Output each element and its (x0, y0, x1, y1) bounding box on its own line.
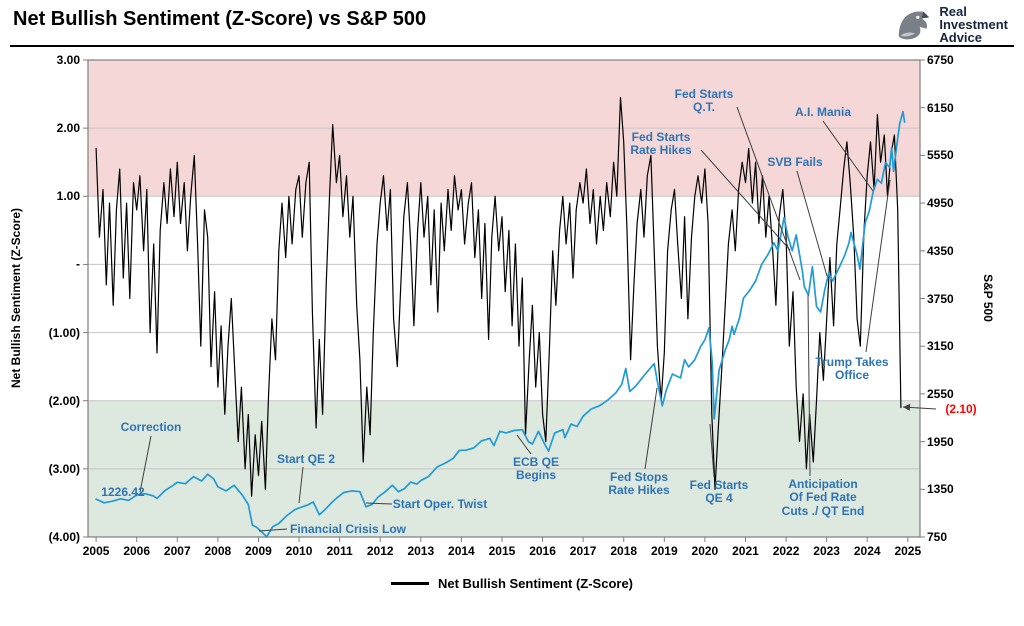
page-title: Net Bullish Sentiment (Z-Score) vs S&P 5… (13, 8, 427, 30)
legend-label: Net Bullish Sentiment (Z-Score) (437, 576, 634, 591)
annotation-leader-ecb-qe-begins (516, 434, 532, 455)
sentiment-legend-line-sample (390, 582, 429, 585)
ria-logo-text: Real Investment Advice (939, 5, 1008, 44)
title-divider (10, 45, 1014, 47)
annotation-leader-fed-starts-rate-hikes (700, 149, 791, 251)
right-axis-title: S&P 500 (981, 274, 995, 322)
legend: Net Bullish Sentiment (Z-Score) (390, 576, 634, 591)
annotation-leader-ai-mania (822, 120, 874, 192)
annotation-leader-start-oper-twist (365, 502, 393, 505)
left-axis-title: Net Bullish Sentiment (Z-Score) (9, 207, 23, 389)
ria-logo-line-1: Real (939, 4, 967, 19)
ria-logo-line-3: Advice (939, 30, 982, 45)
annotation-leader-correction (139, 435, 152, 493)
annotation-leader-start-qe-2 (298, 466, 304, 504)
ria-eagle-logo-icon (899, 10, 930, 39)
annotation-leader-anticipation-rate-cuts (807, 294, 811, 477)
annotation-leader-fed-starts-qt (736, 106, 801, 281)
ria-logo: Real Investment Advice (895, 5, 1008, 44)
sp500-line (95, 110, 906, 538)
annotation-leader-trump-takes-office (865, 179, 891, 353)
annotation-arrowhead-current-value (903, 403, 911, 411)
annotation-leader-fed-starts-qe-4 (709, 423, 715, 478)
ria-logo-line-2: Investment (939, 17, 1008, 32)
annotation-leader-svb-fails (796, 170, 828, 277)
annotation-leader-fed-stops-rate-hikes (644, 387, 658, 470)
annotation-leader-financial-crisis-low (258, 528, 288, 532)
